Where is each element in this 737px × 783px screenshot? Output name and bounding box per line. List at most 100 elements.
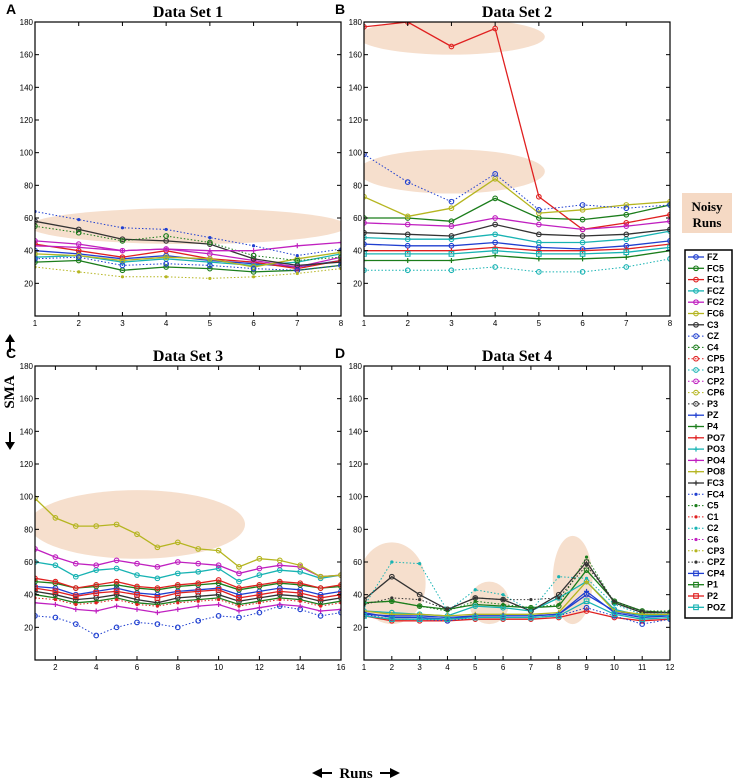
series-line — [35, 241, 341, 252]
legend-label: PO7 — [707, 433, 725, 443]
legend-marker — [693, 435, 699, 441]
legend-label: P1 — [707, 580, 718, 590]
legend-entry-c5: C5 — [688, 501, 719, 511]
legend-marker — [693, 389, 699, 396]
legend-entry-cp6: CP6 — [688, 388, 725, 398]
data-point — [207, 265, 213, 272]
legend-label: FC6 — [707, 309, 724, 319]
data-point — [154, 621, 161, 627]
legend-label: CP1 — [707, 365, 725, 375]
x-tick-label: 8 — [668, 319, 673, 328]
data-point — [195, 617, 202, 624]
legend-marker — [694, 515, 698, 519]
series-line — [35, 256, 341, 271]
data-point — [667, 226, 670, 233]
plot-frame — [34, 21, 342, 317]
legend-marker — [694, 549, 698, 553]
data-point — [276, 557, 283, 564]
legend-marker — [694, 504, 698, 508]
data-point — [418, 597, 422, 602]
data-point — [257, 601, 261, 605]
data-point — [557, 596, 561, 600]
data-point — [251, 248, 257, 254]
series-line — [35, 561, 341, 583]
series-line — [35, 259, 341, 273]
x-axis-label: Runs — [339, 766, 373, 782]
data-point — [404, 242, 411, 249]
data-point — [250, 252, 257, 259]
noisy-label-line2: Runs — [693, 215, 722, 230]
data-point — [52, 515, 59, 521]
series-fc6 — [35, 495, 341, 580]
data-point — [338, 262, 341, 269]
data-point — [404, 221, 411, 228]
data-point — [297, 580, 304, 587]
data-point — [623, 231, 630, 238]
x-tick-label: 2 — [53, 663, 58, 672]
data-point — [250, 265, 257, 272]
data-point — [364, 610, 367, 616]
y-tick-label: 140 — [349, 83, 363, 92]
data-point — [390, 560, 394, 564]
series-line — [35, 587, 341, 599]
data-point — [583, 598, 590, 605]
series-line — [35, 548, 341, 578]
data-point — [72, 573, 79, 580]
data-point — [120, 275, 125, 279]
data-point — [155, 604, 159, 608]
data-point — [338, 588, 341, 595]
series-line — [364, 560, 670, 614]
data-point — [297, 590, 304, 596]
x-tick-label: 12 — [666, 663, 675, 672]
data-point — [164, 227, 168, 232]
data-point — [75, 229, 82, 236]
legend-label: CP5 — [707, 354, 725, 364]
y-tick-label: 140 — [20, 427, 34, 436]
series-po4 — [35, 240, 341, 254]
data-point — [74, 602, 78, 607]
data-point — [492, 171, 498, 177]
x-tick-label: 4 — [493, 319, 498, 328]
data-point — [584, 576, 589, 580]
legend-label: PO4 — [707, 455, 725, 465]
data-point — [405, 248, 411, 254]
data-point — [113, 557, 120, 564]
data-point — [174, 570, 181, 577]
data-point — [338, 582, 341, 588]
data-point — [278, 597, 282, 602]
data-point — [536, 239, 542, 246]
series-cp3 — [35, 265, 341, 281]
legend-label: CP2 — [707, 376, 725, 386]
x-tick-label: 7 — [529, 663, 534, 672]
data-point — [134, 606, 140, 612]
data-point — [579, 202, 586, 208]
x-tick-label: 1 — [33, 319, 38, 328]
series-line — [35, 580, 341, 591]
data-point — [404, 251, 411, 257]
legend-label: CZ — [707, 331, 719, 341]
data-point — [338, 259, 341, 265]
noisy-region — [35, 208, 341, 245]
data-point — [536, 210, 542, 216]
data-point — [52, 562, 59, 569]
y-tick-label: 160 — [349, 51, 363, 60]
data-point — [113, 582, 120, 588]
panel-title: Data Set 1 — [153, 4, 223, 21]
y-tick-label: 180 — [20, 18, 34, 27]
data-point — [154, 564, 161, 570]
data-point — [93, 608, 99, 614]
data-point — [119, 248, 125, 254]
data-point — [256, 555, 263, 562]
legend-marker — [693, 570, 699, 577]
data-point — [53, 597, 58, 602]
y-tick-label: 80 — [24, 525, 33, 534]
data-point — [473, 596, 477, 600]
data-point — [404, 231, 411, 238]
data-point — [667, 198, 670, 205]
data-point — [584, 555, 589, 559]
data-point — [72, 560, 79, 567]
data-point — [579, 233, 586, 239]
data-point — [93, 590, 100, 596]
data-point — [492, 25, 498, 32]
